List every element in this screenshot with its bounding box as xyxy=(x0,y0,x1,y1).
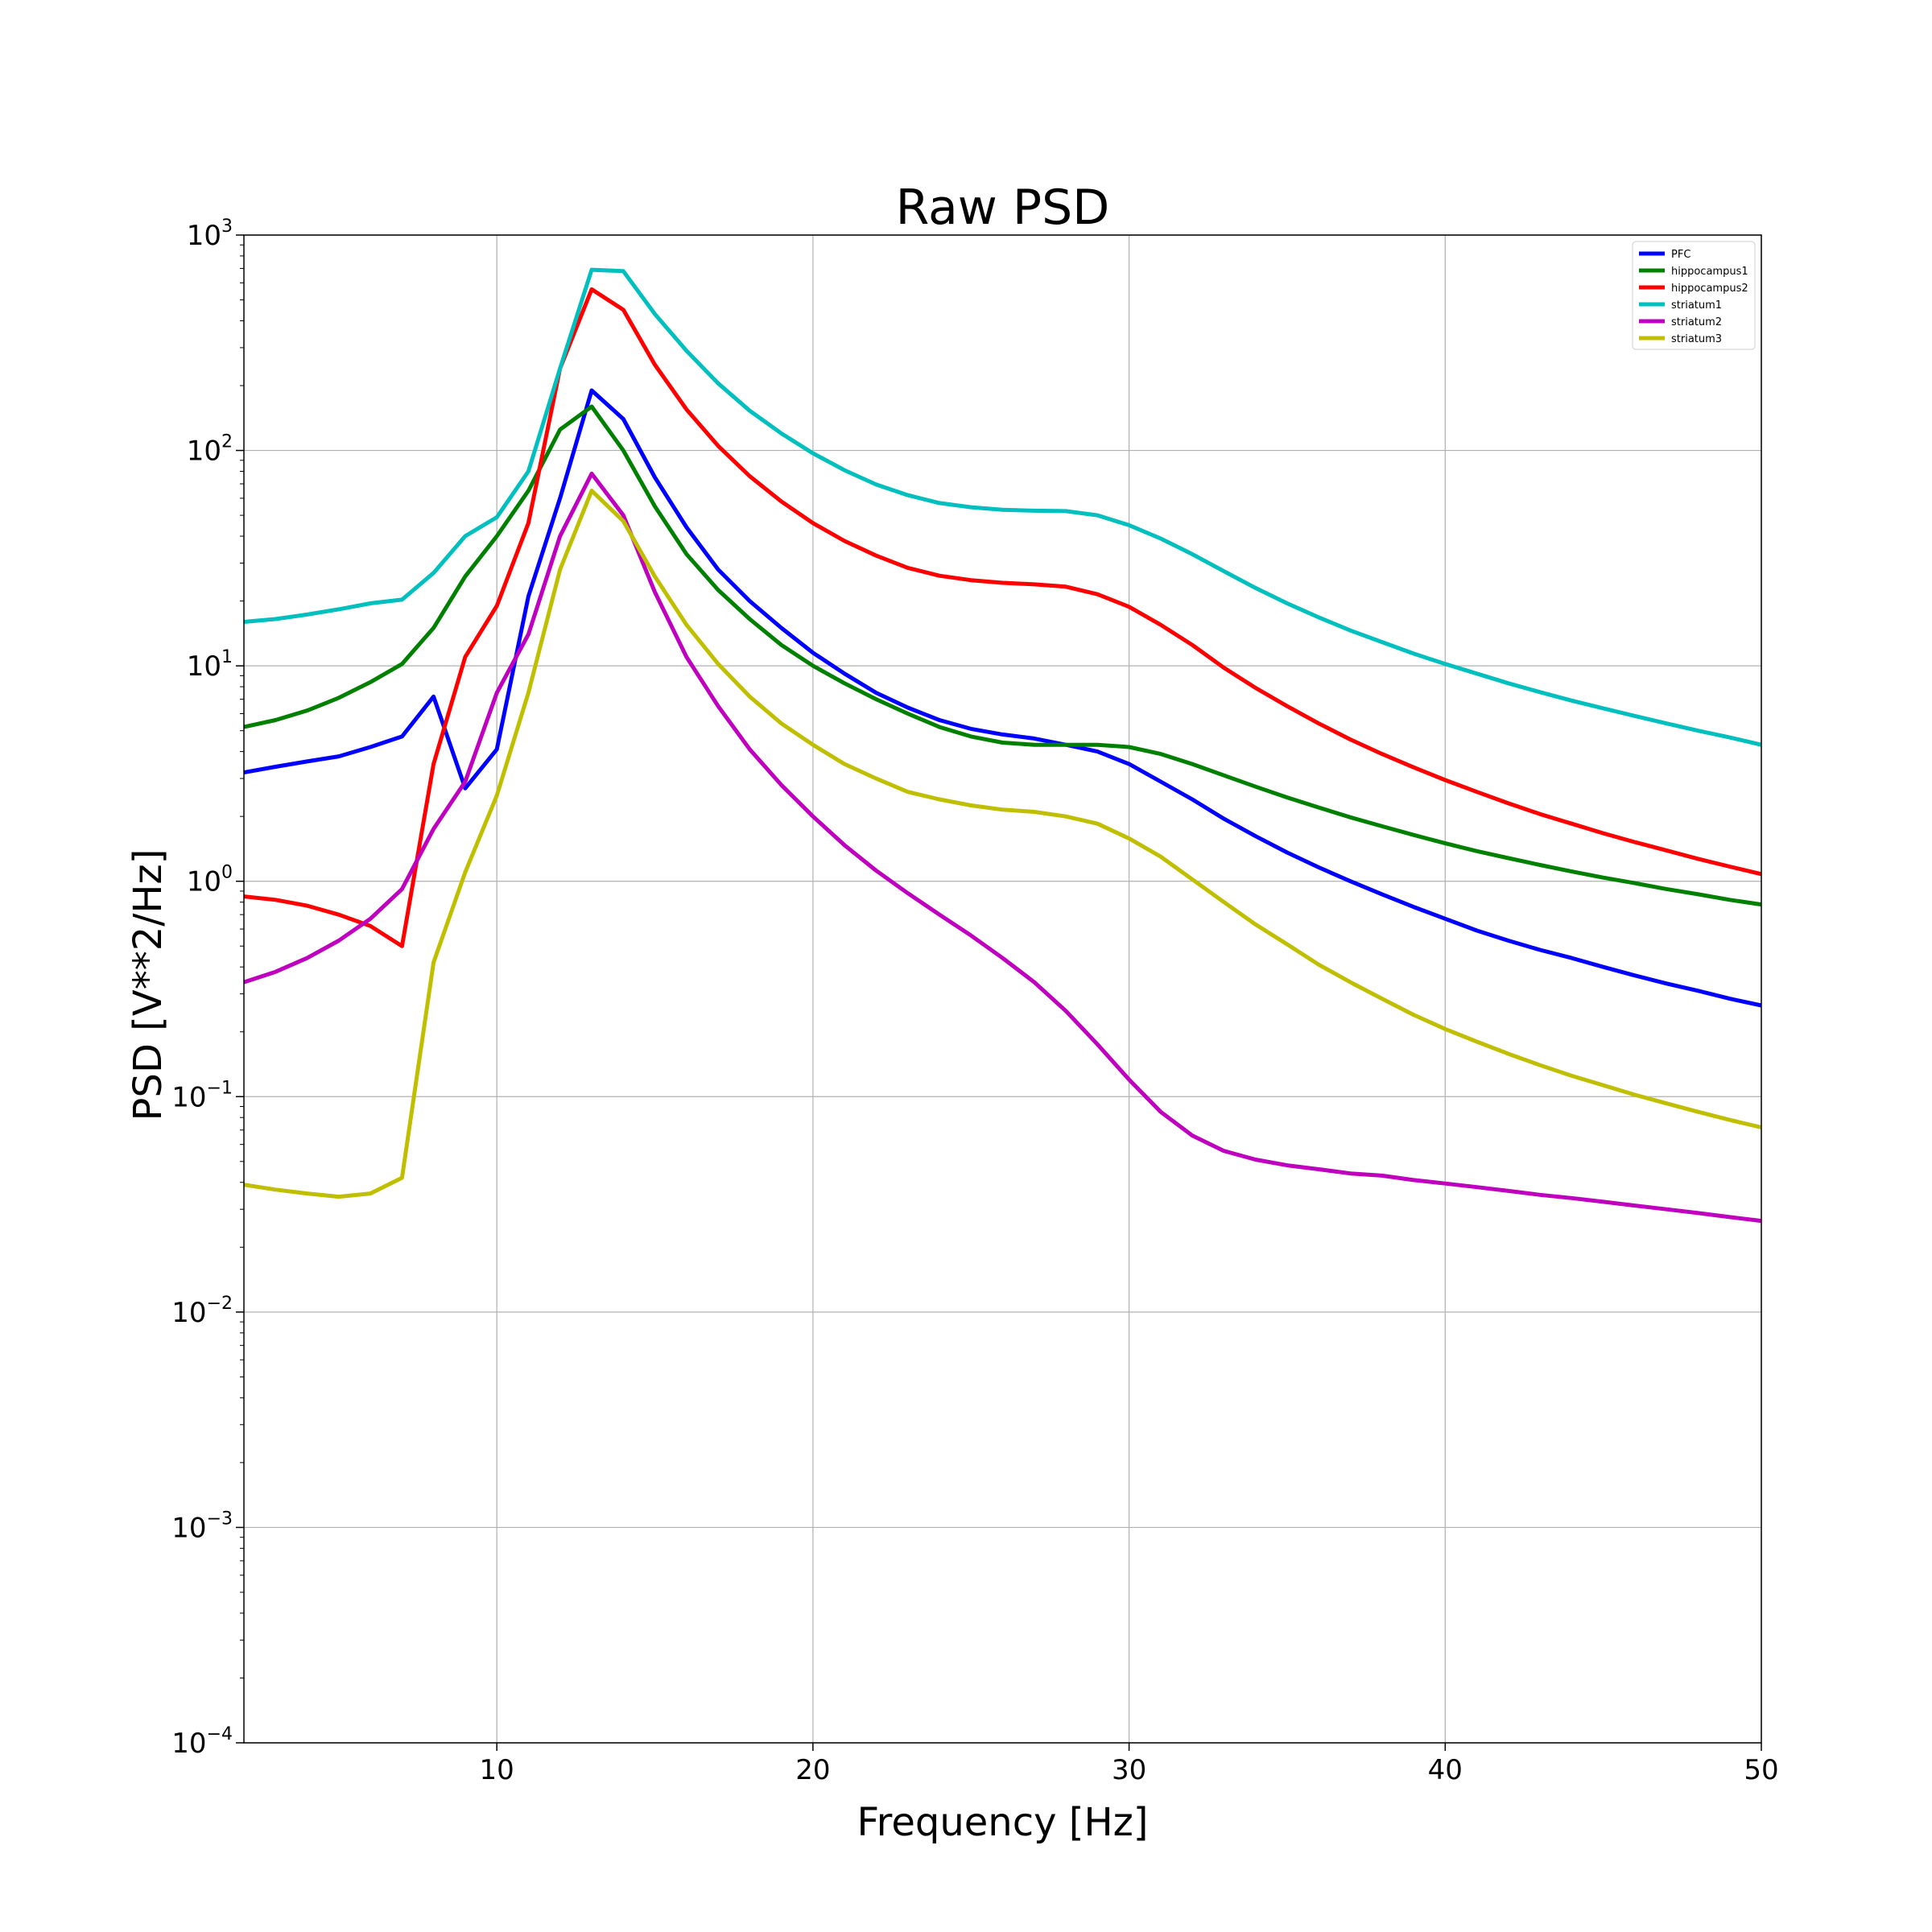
x-tick-label: 20 xyxy=(795,1754,830,1786)
legend-label: striatum3 xyxy=(1671,333,1722,345)
y-tick-label: 10−2 xyxy=(171,1294,233,1329)
series-line-striatum2 xyxy=(243,471,1762,1224)
series-line-hippocampus1 xyxy=(243,404,1762,907)
x-tick-label: 40 xyxy=(1428,1754,1463,1786)
x-axis-label: Frequency [Hz] xyxy=(857,1800,1149,1845)
legend-label: striatum1 xyxy=(1671,299,1722,312)
legend-label: striatum2 xyxy=(1671,316,1722,328)
y-tick-label: 102 xyxy=(187,432,233,468)
y-tick-label: 10−1 xyxy=(171,1078,233,1113)
y-tick-label: 10−3 xyxy=(171,1509,233,1544)
axis-ticks: 10 20 30 40 50 10−4 10−3 10−2 10−1 100 101 102 103 xyxy=(171,217,1778,1786)
series-lines xyxy=(243,267,1762,1224)
legend-label: hippocampus2 xyxy=(1671,283,1748,295)
y-tick-label: 103 xyxy=(187,217,233,252)
x-tick-label: 10 xyxy=(480,1754,514,1786)
legend-label: PFC xyxy=(1671,249,1690,261)
x-tick-label: 50 xyxy=(1744,1754,1778,1786)
grid-lines xyxy=(244,234,1762,1744)
x-tick-label: 30 xyxy=(1112,1754,1146,1786)
chart-title: Raw PSD xyxy=(896,180,1110,236)
y-tick-label: 100 xyxy=(187,863,233,898)
series-line-striatum1 xyxy=(243,267,1762,747)
y-tick-label: 10−4 xyxy=(171,1724,233,1760)
legend: PFC hippocampus1 hippocampus2 striatum1 stri… xyxy=(1632,241,1756,350)
series-line-striatum3 xyxy=(243,489,1762,1199)
legend-label: hippocampus1 xyxy=(1671,266,1748,278)
y-tick-label: 101 xyxy=(187,647,233,683)
plot-frame xyxy=(243,234,1762,1744)
series-line-PFC xyxy=(243,388,1762,1008)
y-axis-label: PSD [V**2/Hz] xyxy=(126,849,171,1121)
series-line-hippocampus2 xyxy=(243,287,1762,948)
